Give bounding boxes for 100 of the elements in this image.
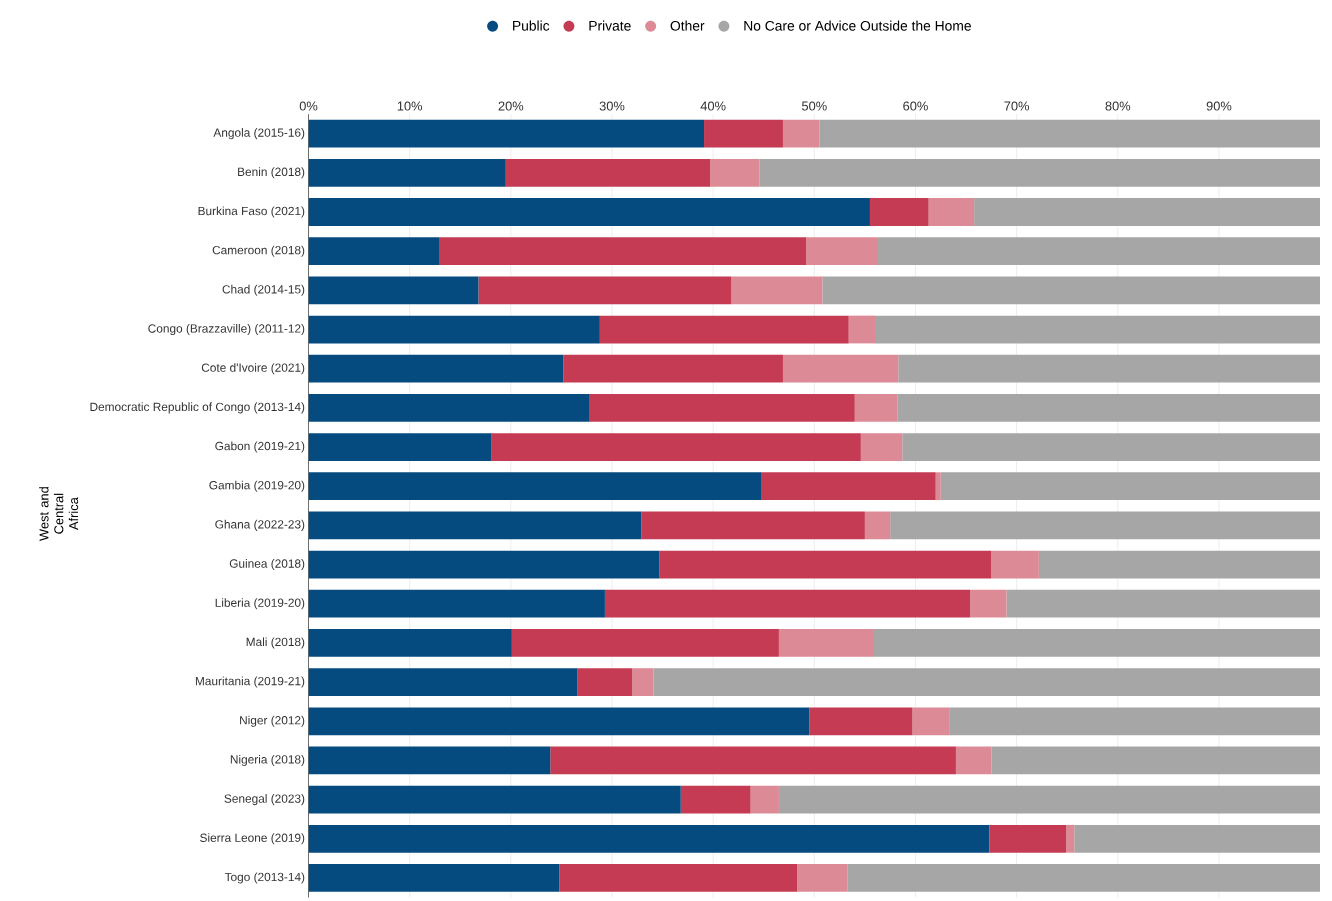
bar: [875, 315, 1321, 344]
bar: [308, 668, 578, 697]
bar: [1066, 825, 1075, 853]
bar: [308, 198, 870, 227]
x-tick-label: 20%: [498, 101, 524, 111]
x-tick-label: 40%: [700, 101, 726, 111]
y-tick-label: Liberia (2019-20): [215, 598, 305, 610]
bar: [308, 590, 605, 618]
bar: [308, 394, 590, 422]
bar: [848, 315, 876, 344]
bar: [731, 276, 823, 305]
bar: [854, 394, 898, 422]
legend-label: No Care or Advice Outside the Home: [744, 20, 971, 31]
x-tick-label: 80%: [1105, 101, 1131, 111]
y-tick-label: Chad (2014-15): [222, 285, 305, 297]
bar: [809, 707, 913, 736]
x-tick-label: 50%: [801, 101, 827, 111]
bar: [778, 629, 874, 658]
bar: [308, 119, 705, 148]
bar: [599, 315, 849, 344]
bar: [478, 276, 732, 305]
bar: [928, 198, 975, 227]
bar: [898, 355, 1321, 383]
bar: [761, 472, 936, 501]
bar: [308, 785, 681, 814]
bar: [308, 159, 506, 187]
y-tick-label: Benin (2018): [238, 167, 305, 179]
x-tick-label: 90%: [1206, 101, 1232, 111]
y-tick-label: Congo (Brazzaville) (2011-12): [148, 324, 305, 336]
bar: [680, 785, 751, 814]
bar: [897, 394, 1321, 422]
bar: [955, 746, 992, 775]
y-tick-label: Cameroon (2018): [212, 245, 305, 257]
x-tick-label: 70%: [1004, 101, 1030, 111]
bar: [439, 237, 807, 266]
bar: [491, 433, 861, 462]
bar: [308, 237, 439, 266]
bar: [782, 355, 899, 383]
bar: [902, 433, 1321, 462]
bar: [505, 159, 711, 187]
bar: [704, 119, 783, 148]
bar: [653, 668, 1321, 697]
bar: [308, 550, 660, 579]
bar: [308, 355, 564, 383]
y-tick-label: Mauritania (2019-21): [195, 676, 305, 688]
bar: [940, 472, 1321, 501]
bar: [308, 864, 560, 893]
bar: [935, 472, 941, 501]
bar: [577, 668, 633, 697]
bar: [912, 707, 950, 736]
bar: [991, 746, 1321, 775]
bar: [632, 668, 654, 697]
bar: [1038, 550, 1321, 579]
y-tick-label: Burkina Faso (2021): [198, 206, 305, 218]
bar: [970, 590, 1007, 618]
y-tick-label: Niger (2012): [240, 715, 305, 728]
bar: [989, 825, 1067, 853]
bar: [550, 746, 956, 775]
bar: [797, 864, 848, 893]
bar: [822, 276, 1321, 305]
bar: [949, 707, 1321, 736]
bar: [308, 629, 512, 658]
y-tick-label: Togo (2013-14): [224, 872, 305, 884]
y-tick-label: Angola (2015-16): [213, 128, 305, 140]
x-tick-label: 10%: [397, 101, 423, 111]
bar: [847, 864, 1321, 893]
y-tick-label: Cote d'Ivoire (2021): [201, 363, 305, 375]
x-tick-label: 60%: [903, 101, 928, 111]
bar: [308, 472, 762, 501]
bar: [710, 159, 760, 187]
y-tick-label: Gabon (2019-21): [215, 441, 305, 453]
y-tick-label: Democratic Republic of Congo (2013-14): [90, 402, 305, 414]
bar: [308, 315, 600, 344]
bar: [563, 355, 783, 383]
bar: [589, 394, 855, 422]
bar: [308, 276, 479, 305]
x-tick-label: 30%: [599, 101, 625, 111]
bar: [511, 629, 779, 658]
bar: [1074, 825, 1321, 853]
bar: [991, 550, 1039, 579]
bar: [782, 119, 820, 148]
legend-label: Other: [670, 20, 705, 31]
bar: [750, 785, 779, 814]
bar: [873, 629, 1321, 658]
bar: [659, 550, 992, 579]
bar: [308, 707, 810, 736]
y-tick-label: Gambia (2019-20): [209, 480, 305, 492]
bar: [308, 825, 990, 853]
bar: [860, 433, 903, 462]
y-tick-label: Senegal (2023): [224, 794, 305, 806]
legend-label: Public: [513, 20, 550, 31]
bar: [878, 237, 1321, 266]
bar: [778, 785, 1321, 814]
bar: [641, 511, 865, 540]
y-tick-label: Guinea (2018): [229, 559, 305, 571]
bar: [604, 590, 971, 618]
bar: [308, 746, 551, 775]
y-axis-title: West and Central Africa: [39, 487, 79, 542]
bar: [869, 198, 929, 227]
bar: [1006, 590, 1321, 618]
